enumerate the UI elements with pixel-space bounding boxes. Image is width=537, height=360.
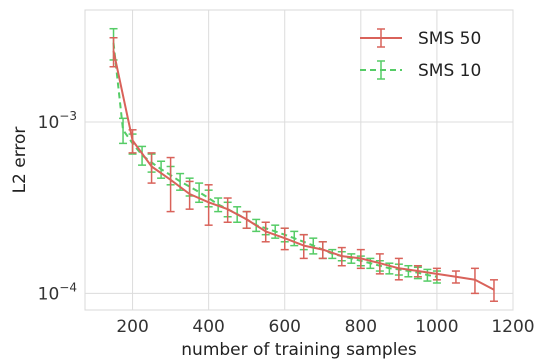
- x-tick-label: 200: [116, 317, 148, 337]
- y-tick-base: 10: [38, 113, 60, 133]
- y-axis-label: L2 error: [10, 127, 30, 194]
- error-bar: [109, 36, 118, 68]
- y-tick-label: 10−3: [38, 109, 77, 133]
- error-bar: [309, 237, 318, 255]
- error-bar: [432, 267, 441, 281]
- error-bar: [451, 270, 460, 284]
- legend-label-sms-10: SMS 10: [418, 61, 481, 81]
- error-bar: [375, 253, 384, 275]
- x-axis-label: number of training samples: [181, 340, 417, 360]
- error-bar: [242, 210, 251, 229]
- series-layer: [109, 27, 498, 302]
- y-tick-exponent: −4: [59, 280, 77, 294]
- legend-entry-sms-10: SMS 10: [360, 60, 481, 81]
- error-bar: [185, 180, 194, 210]
- error-bar: [204, 184, 213, 226]
- y-tick-base: 10: [38, 284, 60, 304]
- error-bar: [337, 246, 346, 267]
- error-bar: [413, 264, 422, 278]
- error-bar: [489, 279, 498, 302]
- error-bar: [328, 248, 337, 260]
- grid: [85, 10, 514, 310]
- legend: SMS 50 SMS 10: [360, 28, 481, 81]
- error-bar: [119, 117, 128, 145]
- error-bar: [318, 241, 327, 260]
- series-sms-50: [109, 36, 498, 302]
- x-tick-label: 1000: [415, 317, 458, 337]
- error-bar: [166, 156, 175, 213]
- plot-area: [84, 9, 514, 311]
- x-tick-label: 600: [269, 317, 301, 337]
- error-bar: [147, 152, 156, 184]
- error-bar: [356, 248, 365, 270]
- error-bar: [280, 227, 289, 251]
- error-bar: [470, 267, 479, 295]
- error-bar: [347, 253, 356, 264]
- error-bar: [138, 145, 147, 166]
- error-bar: [223, 197, 232, 224]
- error-bar: [290, 230, 299, 247]
- error-bar: [299, 233, 308, 260]
- y-tick-exponent: −3: [59, 109, 77, 123]
- x-tick-label: 800: [345, 317, 377, 337]
- error-bar: [128, 129, 137, 154]
- error-bar: [157, 160, 166, 179]
- error-bar: [423, 268, 432, 282]
- x-tick-label: 400: [192, 317, 224, 337]
- legend-label-sms-50: SMS 50: [418, 29, 481, 49]
- error-bar: [404, 264, 413, 278]
- error-bar: [261, 221, 270, 243]
- y-tick-label: 10−4: [38, 280, 77, 304]
- error-bar: [394, 257, 403, 281]
- legend-entry-sms-50: SMS 50: [360, 28, 481, 49]
- error-bar: [271, 224, 280, 239]
- x-tick-label: 1200: [491, 317, 534, 337]
